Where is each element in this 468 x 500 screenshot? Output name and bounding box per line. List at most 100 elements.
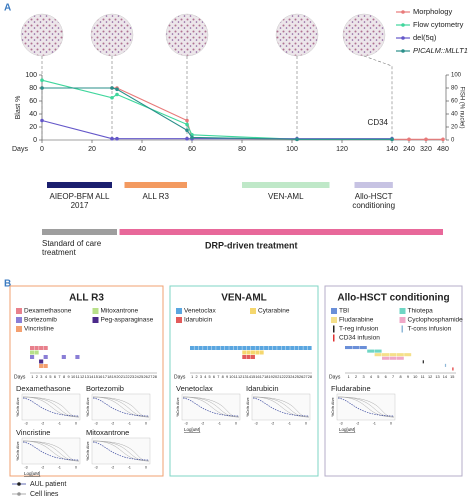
days-label: Days <box>174 374 186 380</box>
day-label: 10 <box>229 375 233 379</box>
legend-label: PICALM::MLLT10 <box>413 46 468 55</box>
day-label: 27 <box>303 375 307 379</box>
day-label: 9 <box>67 375 69 379</box>
day-label: 17 <box>103 375 107 379</box>
legend-marker <box>16 308 22 314</box>
plot-tick-label: 0 <box>75 421 77 425</box>
day-label: 15 <box>450 375 454 379</box>
data-point <box>110 86 114 90</box>
day-label: 6 <box>385 375 387 379</box>
data-point <box>190 135 194 140</box>
legend-marker <box>17 492 21 496</box>
legend-marker <box>16 326 22 332</box>
dose-block <box>246 355 251 359</box>
treatment-bar <box>124 182 187 188</box>
data-point <box>40 78 44 82</box>
day-label: 28 <box>308 375 312 379</box>
data-point <box>40 118 44 123</box>
dose-block <box>229 346 234 350</box>
treatment-bar <box>354 182 393 188</box>
y-tick-label: 60 <box>29 98 37 105</box>
dose-block <box>207 346 212 350</box>
dose-block <box>382 353 389 357</box>
plot-tick-label: -2 <box>201 421 204 425</box>
dose-block <box>237 346 242 350</box>
days-label: Days <box>329 374 341 380</box>
plot-tick-label: 0 <box>145 465 147 469</box>
dose-block <box>220 346 225 350</box>
y-tick-label: 40 <box>29 111 37 118</box>
day-label: 5 <box>49 375 51 379</box>
panel-label: A <box>4 3 11 14</box>
day-label: 2 <box>195 375 197 379</box>
treatment-bar <box>47 182 112 188</box>
day-label: 14 <box>89 375 93 379</box>
dose-block <box>307 346 312 350</box>
day-label: 12 <box>80 375 84 379</box>
plot-tick-label: -2 <box>111 465 114 469</box>
day-label: 28 <box>153 375 157 379</box>
day-label: 14 <box>247 375 251 379</box>
cell-line-curve <box>22 440 80 462</box>
data-point <box>407 137 411 142</box>
day-label: 22 <box>282 375 286 379</box>
cell-line-curve <box>182 396 240 418</box>
plot-tick-label: -3 <box>254 421 257 425</box>
dose-block <box>404 353 412 357</box>
legend-label: Dexamethasone <box>24 308 72 315</box>
plot-tick-label: -1 <box>128 465 131 469</box>
legend-marker <box>401 325 403 333</box>
plot-ylabel: %Cells Alive <box>246 397 250 416</box>
phase-bar <box>119 229 443 235</box>
legend-label: CD34 infusion <box>339 335 380 342</box>
data-point <box>110 136 114 141</box>
dose-block <box>203 346 208 350</box>
dose-block <box>246 346 251 350</box>
micrograph <box>90 13 134 57</box>
legend-label: AUL patient <box>30 481 66 488</box>
plot-tick-label: -3 <box>24 465 27 469</box>
dose-block <box>242 355 247 359</box>
legend-label: Cytarabine <box>258 308 290 315</box>
plot-tick-label: -2 <box>41 421 44 425</box>
legend-label: Idarubicin <box>184 317 213 324</box>
dose-block <box>39 364 44 368</box>
y2-tick-label: 40 <box>451 112 458 118</box>
plot-tick-label: 0 <box>305 421 307 425</box>
y-tick-label: 100 <box>25 72 37 79</box>
x-tick-label: 0 <box>40 146 44 153</box>
timepoint-line <box>363 55 393 140</box>
plot-tick-label: -3 <box>339 421 342 425</box>
dose-block <box>389 353 397 357</box>
cell-line-curve <box>22 396 80 418</box>
day-label: 12 <box>238 375 242 379</box>
y-tick-label: 80 <box>29 85 37 92</box>
days-label: Days <box>14 374 26 380</box>
y2-tick-label: 60 <box>451 99 458 105</box>
data-point <box>115 87 119 92</box>
dose-block <box>259 350 264 355</box>
plot-tick-label: 0 <box>235 421 237 425</box>
legend-marker <box>333 325 335 333</box>
dose-block <box>268 346 273 350</box>
day-label: 13 <box>242 375 246 379</box>
dose-block <box>277 346 282 350</box>
legend-marker <box>92 308 99 314</box>
plot-tick-label: -3 <box>94 465 97 469</box>
legend-marker <box>333 334 335 342</box>
legend-label: Cell lines <box>30 491 59 498</box>
legend-marker <box>399 308 406 314</box>
dose-block <box>198 346 203 350</box>
day-label: 6 <box>213 375 215 379</box>
dose-block <box>39 359 44 364</box>
cell-line-curve <box>92 396 150 418</box>
cell-line-curve <box>252 396 310 418</box>
dose-block <box>224 346 229 350</box>
dose-block <box>367 349 375 353</box>
dose-block <box>259 346 264 350</box>
plot-tick-label: -2 <box>356 421 359 425</box>
x-tick-label: 40 <box>138 146 146 153</box>
plot-tick-label: -3 <box>94 421 97 425</box>
legend-marker <box>401 23 405 27</box>
dose-block <box>75 355 80 359</box>
